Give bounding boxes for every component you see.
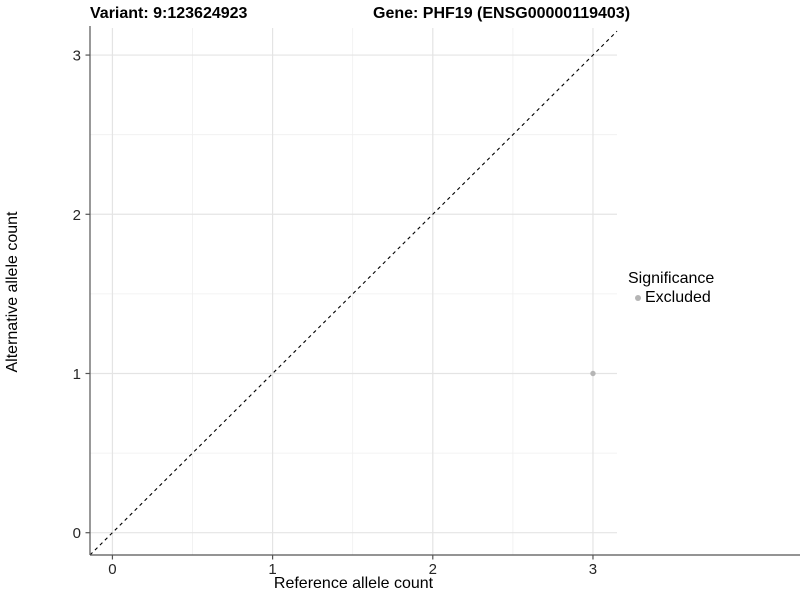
x-tick-label: 0 [108, 561, 116, 578]
data-point [590, 370, 596, 377]
y-tick-label: 2 [73, 207, 81, 224]
y-tick-label: 0 [73, 525, 81, 542]
gene-title: Gene: PHF19 (ENSG00000119403) [373, 5, 631, 22]
x-tick-label: 2 [429, 561, 437, 578]
identity-line [89, 30, 618, 556]
x-axis-title: Reference allele count [273, 575, 434, 592]
x-tick-label: 3 [589, 561, 597, 578]
y-axis-title: Alternative allele count [4, 211, 21, 373]
excluded-point-icon [635, 294, 641, 301]
variant-title: Variant: 9:123624923 [90, 5, 248, 22]
legend-item-label: Excluded [645, 289, 711, 306]
legend-item-excluded: Excluded [628, 289, 714, 306]
y-tick-label: 1 [73, 366, 81, 383]
legend-title: Significance [628, 270, 715, 287]
legend: Significance Excluded [628, 270, 714, 306]
x-tick-label: 1 [268, 561, 276, 578]
y-tick-label: 3 [73, 48, 81, 65]
